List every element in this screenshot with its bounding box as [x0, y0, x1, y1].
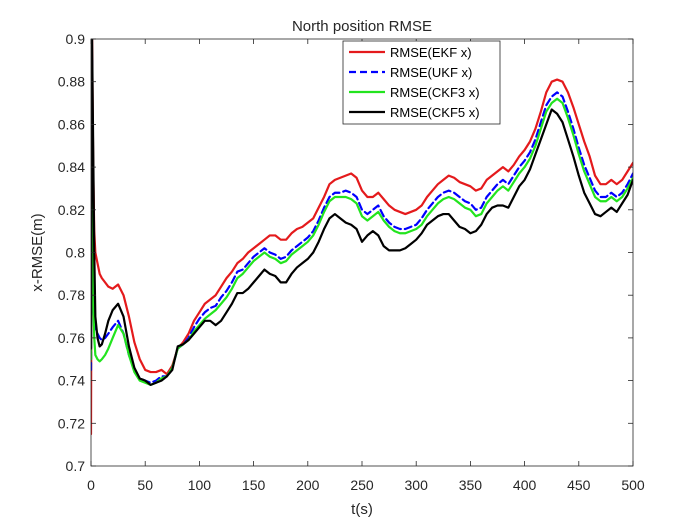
y-tick-label: 0.8 [66, 245, 86, 261]
legend-label-1: RMSE(EKF x) [390, 45, 472, 60]
x-tick-label: 150 [242, 477, 266, 493]
x-tick-label: 350 [459, 477, 483, 493]
legend-label-2: RMSE(UKF x) [390, 65, 472, 80]
y-tick-label: 0.88 [58, 74, 85, 90]
x-tick-label: 0 [87, 477, 95, 493]
y-tick-label: 0.86 [58, 116, 85, 132]
x-tick-label: 500 [621, 477, 645, 493]
y-tick-label: 0.9 [66, 31, 86, 47]
x-axis: 0 50 100 150 200 250 300 350 400 450 500 [87, 39, 645, 493]
y-tick-label: 0.78 [58, 287, 85, 303]
y-tick-label: 0.84 [58, 159, 85, 175]
series-line-2 [91, 59, 633, 384]
y-tick-label: 0.82 [58, 202, 85, 218]
x-tick-label: 100 [188, 477, 212, 493]
legend: RMSE(EKF x) RMSE(UKF x) RMSE(CKF3 x) RMSE(C… [342, 40, 501, 125]
y-axis-label: x-RMSE(m) [29, 213, 46, 291]
x-tick-label: 300 [405, 477, 429, 493]
x-tick-label: 450 [567, 477, 591, 493]
series-lines [91, 39, 633, 436]
y-axis: 0.7 0.72 0.74 0.76 0.78 0.8 0.82 0.84 0.86 0.88 0.… [58, 31, 633, 474]
x-tick-label: 250 [350, 477, 374, 493]
chart-title: North position RMSE [292, 18, 432, 35]
y-tick-label: 0.76 [58, 330, 85, 346]
series-line-4 [91, 39, 633, 386]
y-tick-label: 0.74 [58, 373, 85, 389]
x-tick-label: 400 [513, 477, 537, 493]
legend-label-4: RMSE(CKF5 x) [390, 105, 480, 120]
y-tick-label: 0.72 [58, 415, 85, 431]
series-line-1 [91, 39, 633, 436]
y-tick-label: 0.7 [66, 458, 86, 474]
legend-box [342, 40, 501, 125]
x-axis-label: t(s) [351, 501, 373, 518]
x-tick-label: 200 [296, 477, 320, 493]
x-tick-label: 50 [137, 477, 153, 493]
legend-label-3: RMSE(CKF3 x) [390, 85, 480, 100]
